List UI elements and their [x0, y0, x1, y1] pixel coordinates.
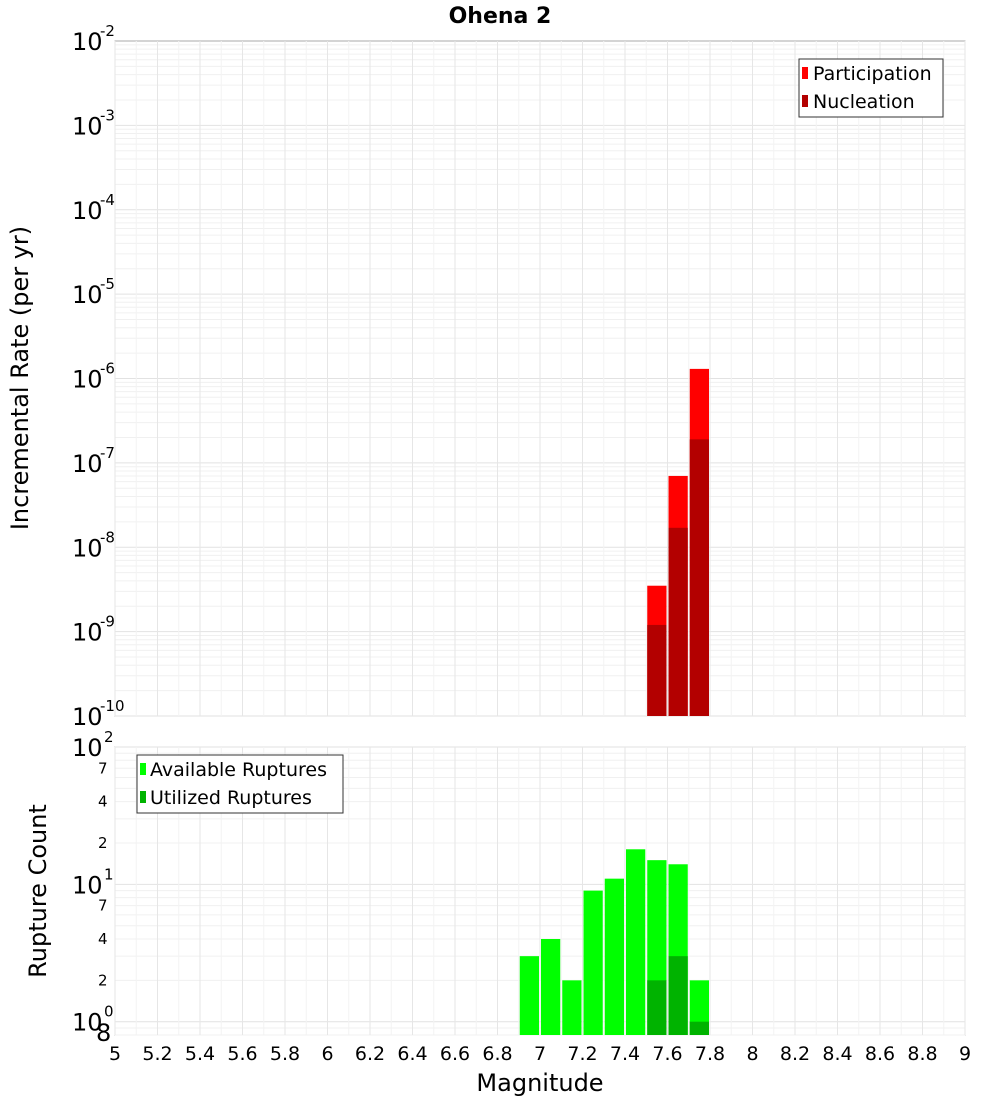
- count-y-minor-tick-label: 8: [96, 1019, 111, 1047]
- nucleation-legend-label: Nucleation: [813, 91, 915, 113]
- rate-y-tick-exponent: -3: [100, 106, 115, 124]
- magnitude-x-tick-label: 6.8: [482, 1043, 512, 1065]
- rate-y-tick-label: 10: [72, 281, 103, 309]
- participation-legend-swatch: [802, 67, 808, 79]
- rate-y-tick-exponent: -2: [100, 22, 115, 40]
- magnitude-x-tick-label: 5.2: [142, 1043, 172, 1065]
- rate-y-tick-exponent: -8: [100, 528, 115, 546]
- nucleation-bar: [647, 624, 667, 716]
- rate-y-tick-label: 10: [72, 112, 103, 140]
- magnitude-x-tick-label: 5: [109, 1043, 121, 1065]
- rate-y-tick-exponent: -10: [100, 697, 125, 715]
- count-y-tick-exponent: 0: [104, 1003, 114, 1021]
- magnitude-x-tick-label: 7.8: [695, 1043, 725, 1065]
- chart-title: Ohena 2: [449, 4, 552, 29]
- magnitude-x-tick-label: 8.6: [865, 1043, 895, 1065]
- magnitude-x-tick-label: 8.2: [780, 1043, 810, 1065]
- available-ruptures-bar: [604, 878, 624, 1035]
- count-legend-box: [136, 754, 344, 814]
- available-ruptures-bar: [689, 980, 709, 1035]
- rate-y-tick-label: 10: [72, 450, 103, 478]
- rate-y-tick-exponent: -5: [100, 275, 115, 293]
- rate-panel: 10-210-310-410-510-610-710-810-910-10 In…: [6, 22, 966, 731]
- rate-legend-box: [798, 58, 944, 118]
- rate-y-tick-label: 10: [72, 534, 103, 562]
- available-ruptures-bar: [626, 849, 646, 1035]
- nucleation-bar: [668, 527, 688, 716]
- magnitude-x-tick-label: 9: [959, 1043, 971, 1065]
- utilized-legend-label: Utilized Ruptures: [150, 787, 312, 809]
- available-ruptures-bar: [519, 956, 539, 1035]
- count-y-tick-label: 10: [72, 871, 103, 899]
- rate-grid: [114, 41, 966, 717]
- rate-y-tick-label: 10: [72, 703, 103, 731]
- magnitude-x-tick-label: 8.4: [822, 1043, 852, 1065]
- count-y-minor-tick-label: 2: [98, 971, 108, 989]
- utilized-ruptures-bar: [668, 956, 688, 1035]
- magnitude-x-ticks: 5 5.2 5.4 5.6 5.8 6 6.2 6.4 6.6 6.8 7 7.2 7.4 7.6 7.8 8…: [109, 1043, 971, 1065]
- utilized-ruptures-bar: [647, 980, 667, 1035]
- participation-legend-label: Participation: [813, 63, 932, 85]
- available-legend-swatch: [140, 763, 146, 775]
- count-y-minor-tick-label: 2: [98, 834, 108, 852]
- count-grid: [114, 746, 966, 1036]
- rate-y-tick-label: 10: [72, 28, 103, 56]
- rate-y-tick-exponent: -4: [100, 191, 115, 209]
- x-axis-label: Magnitude: [476, 1069, 603, 1097]
- rate-legend: Participation Nucleation: [798, 58, 944, 118]
- magnitude-x-tick-label: 8.8: [907, 1043, 937, 1065]
- rate-y-tick-label: 10: [72, 619, 103, 647]
- rate-bars: [647, 368, 709, 716]
- utilized-ruptures-bar: [689, 1021, 709, 1035]
- count-y-minor-tick-label: 7: [98, 897, 108, 915]
- available-ruptures-bar: [541, 939, 561, 1035]
- rate-y-ticks: 10-210-310-410-510-610-710-810-910-10: [72, 22, 125, 731]
- count-y-minor-tick-label: 4: [98, 793, 108, 811]
- magnitude-x-tick-label: 7: [534, 1043, 546, 1065]
- count-y-tick-exponent: 1: [104, 865, 114, 883]
- magnitude-x-tick-label: 7.4: [610, 1043, 640, 1065]
- count-bars: [519, 849, 709, 1035]
- nucleation-legend-swatch: [802, 95, 808, 107]
- count-legend: Available Ruptures Utilized Ruptures: [136, 754, 344, 814]
- count-y-tick-label: 10: [72, 734, 103, 762]
- rate-y-tick-label: 10: [72, 366, 103, 394]
- magnitude-x-tick-label: 6.4: [397, 1043, 427, 1065]
- rate-y-axis-label: Incremental Rate (per yr): [6, 226, 34, 530]
- rate-y-tick-label: 10: [72, 197, 103, 225]
- magnitude-x-tick-label: 7.6: [652, 1043, 682, 1065]
- magnitude-x-tick-label: 5.8: [270, 1043, 300, 1065]
- count-y-tick-label: 10: [72, 1009, 103, 1037]
- rate-y-tick-exponent: -9: [100, 613, 115, 631]
- magnitude-x-tick-label: 6: [321, 1043, 333, 1065]
- available-legend-label: Available Ruptures: [150, 759, 327, 781]
- count-y-axis-label: Rupture Count: [24, 804, 52, 978]
- available-ruptures-bar: [562, 980, 582, 1035]
- rate-y-tick-exponent: -7: [100, 444, 115, 462]
- magnitude-x-tick-label: 6.2: [355, 1043, 385, 1065]
- count-y-minor-tick-label: 7: [98, 759, 108, 777]
- count-y-minor-tick-label: 4: [98, 930, 108, 948]
- nucleation-bar: [689, 439, 709, 716]
- available-ruptures-bar: [583, 890, 603, 1035]
- count-y-tick-exponent: 2: [104, 728, 114, 746]
- magnitude-x-tick-label: 7.2: [567, 1043, 597, 1065]
- magnitude-x-tick-label: 6.6: [440, 1043, 470, 1065]
- rate-y-tick-exponent: -6: [100, 360, 115, 378]
- utilized-legend-swatch: [140, 791, 146, 803]
- magnitude-x-tick-label: 5.6: [227, 1043, 257, 1065]
- magnitude-x-tick-label: 8: [746, 1043, 758, 1065]
- magnitude-x-tick-label: 5.4: [185, 1043, 215, 1065]
